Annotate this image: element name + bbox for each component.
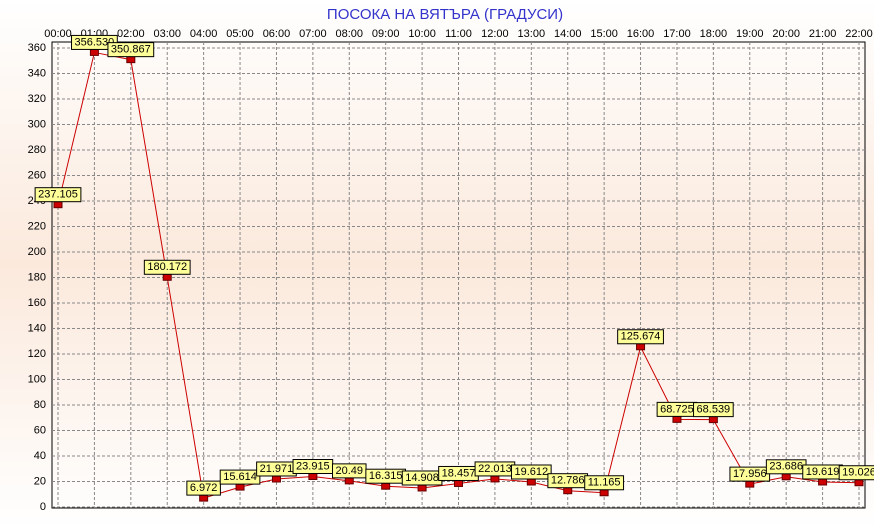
x-tick-label: 02:00	[117, 28, 145, 40]
y-tick-label: 220	[28, 220, 46, 232]
x-tick-label: 10:00	[408, 28, 436, 40]
y-tick-label: 160	[28, 297, 46, 309]
data-label-box	[34, 187, 82, 203]
y-tick-label: 200	[28, 246, 46, 258]
x-tick-label: 13:00	[518, 28, 546, 40]
x-tick-label: 04:00	[190, 28, 218, 40]
point-marker	[563, 487, 573, 495]
x-tick-label: 21:00	[809, 28, 837, 40]
data-label: 6.972	[190, 482, 218, 494]
data-label: 237.105	[38, 189, 78, 201]
y-tick-label: 300	[28, 118, 46, 130]
x-tick-label: 08:00	[336, 28, 364, 40]
y-tick-label: 100	[28, 373, 46, 385]
y-tick-label: 320	[28, 93, 46, 105]
point-marker	[636, 343, 646, 351]
data-label-box	[143, 259, 191, 275]
y-tick-label: 180	[28, 271, 46, 283]
chart-title: ПОСОКА НА ВЯТЪРА (ГРАДУСИ)	[327, 6, 563, 23]
data-label: 18.457	[442, 467, 476, 479]
data-label: 14.908	[405, 472, 439, 484]
point-marker	[526, 478, 536, 486]
y-tick-label: 60	[34, 424, 46, 436]
data-label: 180.172	[147, 261, 187, 273]
data-label: 68.539	[697, 404, 731, 416]
point-marker	[53, 201, 63, 209]
point-marker	[89, 48, 99, 56]
point-marker	[199, 494, 209, 502]
x-tick-label: 11:00	[445, 28, 472, 40]
x-tick-label: 18:00	[700, 28, 728, 40]
point-marker	[235, 483, 245, 491]
x-tick-label: 19:00	[736, 28, 764, 40]
data-label-box	[617, 329, 664, 345]
point-marker	[490, 475, 500, 483]
x-tick-label: 14:00	[554, 28, 582, 40]
data-label: 68.725	[660, 403, 694, 415]
point-marker	[162, 273, 172, 281]
x-tick-label: 07:00	[299, 28, 327, 40]
data-label: 17.956	[733, 468, 767, 480]
y-tick-label: 280	[28, 144, 46, 156]
x-tick-label: 05:00	[226, 28, 254, 40]
data-label: 356.530	[75, 36, 115, 48]
y-tick-label: 140	[28, 322, 46, 334]
data-label: 19.612	[514, 466, 548, 478]
point-marker	[126, 56, 136, 64]
data-label: 15.614	[223, 471, 257, 483]
point-marker	[599, 489, 609, 497]
data-label: 16.315	[369, 470, 403, 482]
data-label-box	[510, 464, 552, 480]
data-label: 12.786	[551, 475, 585, 487]
x-tick-label: 17:00	[663, 28, 691, 40]
data-label-box	[219, 469, 261, 485]
x-tick-label: 03:00	[153, 28, 181, 40]
point-marker	[854, 479, 864, 487]
y-tick-label: 120	[28, 348, 46, 360]
data-label: 19.619	[806, 466, 840, 478]
y-tick-label: 340	[28, 67, 46, 79]
y-tick-label: 20	[34, 475, 46, 487]
x-tick-label: 09:00	[372, 28, 400, 40]
x-tick-label: 00:00	[44, 28, 72, 40]
data-label: 23.686	[769, 461, 803, 473]
data-label: 21.971	[260, 463, 294, 475]
data-label: 19.026	[842, 467, 874, 479]
x-tick-label: 06:00	[263, 28, 291, 40]
data-label: 350.867	[111, 44, 151, 56]
point-marker	[454, 479, 463, 487]
data-label-box	[693, 402, 734, 418]
y-tick-label: 0	[40, 501, 46, 513]
point-marker	[818, 478, 828, 486]
data-label-box	[838, 465, 874, 481]
y-tick-label: 360	[28, 42, 46, 54]
point-marker	[381, 482, 391, 490]
point-marker	[271, 475, 281, 483]
data-label-box	[584, 475, 625, 491]
x-tick-label: 15:00	[590, 28, 618, 40]
x-tick-label: 20:00	[772, 28, 800, 40]
y-tick-label: 80	[34, 399, 46, 411]
data-label-box	[107, 42, 155, 58]
data-label: 20.49	[336, 465, 364, 477]
data-label: 23.915	[296, 460, 330, 472]
point-marker	[672, 415, 682, 423]
point-marker	[344, 477, 354, 485]
x-tick-label: 22:00	[845, 28, 873, 40]
data-label: 11.165	[588, 477, 621, 489]
point-marker	[708, 416, 718, 424]
data-label: 125.674	[621, 331, 661, 343]
point-marker	[781, 473, 791, 481]
x-tick-label: 16:00	[627, 28, 655, 40]
data-label-box	[186, 480, 221, 496]
y-tick-label: 40	[34, 450, 46, 462]
x-tick-label: 12:00	[481, 28, 509, 40]
point-marker	[308, 473, 318, 481]
point-marker	[745, 480, 755, 488]
data-label: 22.013	[478, 463, 512, 475]
point-marker	[417, 484, 427, 492]
y-tick-label: 260	[28, 169, 46, 181]
